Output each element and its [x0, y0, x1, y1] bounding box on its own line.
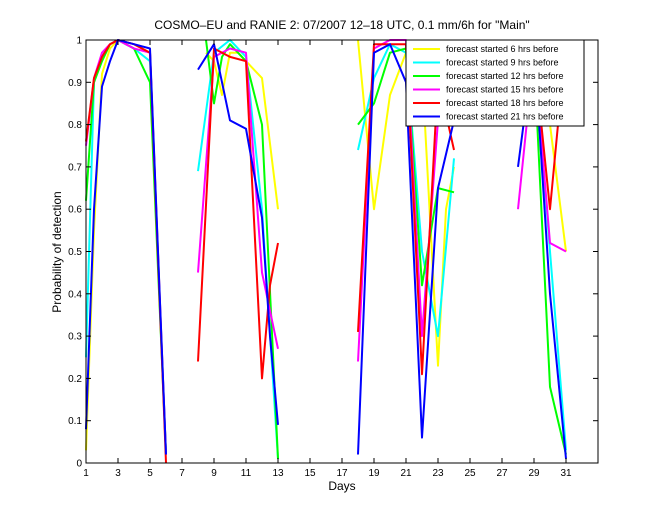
legend-entry-label: forecast started 15 hrs before [446, 85, 564, 95]
y-tick-label: 0.6 [68, 205, 82, 216]
x-tick-label: 15 [304, 468, 316, 479]
x-tick-label: 21 [400, 468, 412, 479]
y-tick-label: 0 [76, 459, 82, 470]
x-tick-label: 25 [464, 468, 476, 479]
legend-entry-label: forecast started 21 hrs before [446, 112, 564, 122]
x-tick-label: 1 [83, 468, 89, 479]
x-tick-label: 11 [241, 468, 252, 479]
y-tick-label: 0.5 [68, 247, 82, 258]
legend: forecast started 6 hrs before forecast st… [405, 39, 585, 127]
y-tick-label: 0.8 [68, 120, 82, 131]
y-tick-label: 0.4 [68, 289, 82, 300]
series-line [85, 39, 167, 455]
legend-entry-label: forecast started 9 hrs before [446, 58, 559, 68]
series-line [205, 51, 279, 210]
series-line [85, 39, 167, 455]
y-tick-label: 0.2 [68, 374, 82, 385]
x-tick-label: 31 [560, 468, 572, 479]
chart-title: COSMO–EU and RANIE 2: 07/2007 12–18 UTC,… [154, 18, 529, 32]
x-tick-label: 29 [528, 468, 540, 479]
x-tick-label: 7 [179, 468, 185, 479]
legend-box [405, 39, 585, 127]
x-tick-label: 5 [147, 468, 153, 479]
x-tick-label: 27 [496, 468, 508, 479]
series-line [205, 39, 279, 459]
y-tick-label: 0.7 [68, 162, 82, 173]
y-tick-label: 0.3 [68, 332, 82, 343]
x-tick-label: 23 [432, 468, 444, 479]
series-line [85, 39, 167, 455]
x-tick-label: 17 [336, 468, 348, 479]
axes: 1 3 5 7 9 11 13 15 17 19 21 23 25 27 29 31 00.10.20.30.… [68, 36, 599, 479]
y-axis-ticks: 0 0.1 0.2 0.3 0.4 0.5 0.6 0.7 0.8 0.9 1 [68, 36, 598, 470]
y-axis-label: Probability of detection [50, 191, 64, 312]
x-tick-label: 3 [115, 468, 121, 479]
series-line [85, 39, 167, 455]
x-tick-label: 19 [368, 468, 380, 479]
legend-entry-label: forecast started 6 hrs before [446, 44, 559, 54]
x-axis-ticks: 1 3 5 7 9 11 13 15 17 19 21 23 25 27 29 31 [83, 40, 572, 479]
legend-entry-label: forecast started 12 hrs before [446, 71, 564, 81]
legend-entry-label: forecast started 18 hrs before [446, 98, 564, 108]
x-axis-label: Days [328, 479, 355, 493]
series-line [85, 39, 167, 464]
y-tick-label: 0.1 [68, 416, 82, 427]
x-tick-label: 13 [272, 468, 284, 479]
y-tick-label: 1 [76, 36, 82, 47]
x-tick-label: 9 [211, 468, 217, 479]
y-tick-label: 0.9 [68, 78, 82, 89]
series-line [517, 51, 567, 253]
series-line [85, 39, 167, 455]
